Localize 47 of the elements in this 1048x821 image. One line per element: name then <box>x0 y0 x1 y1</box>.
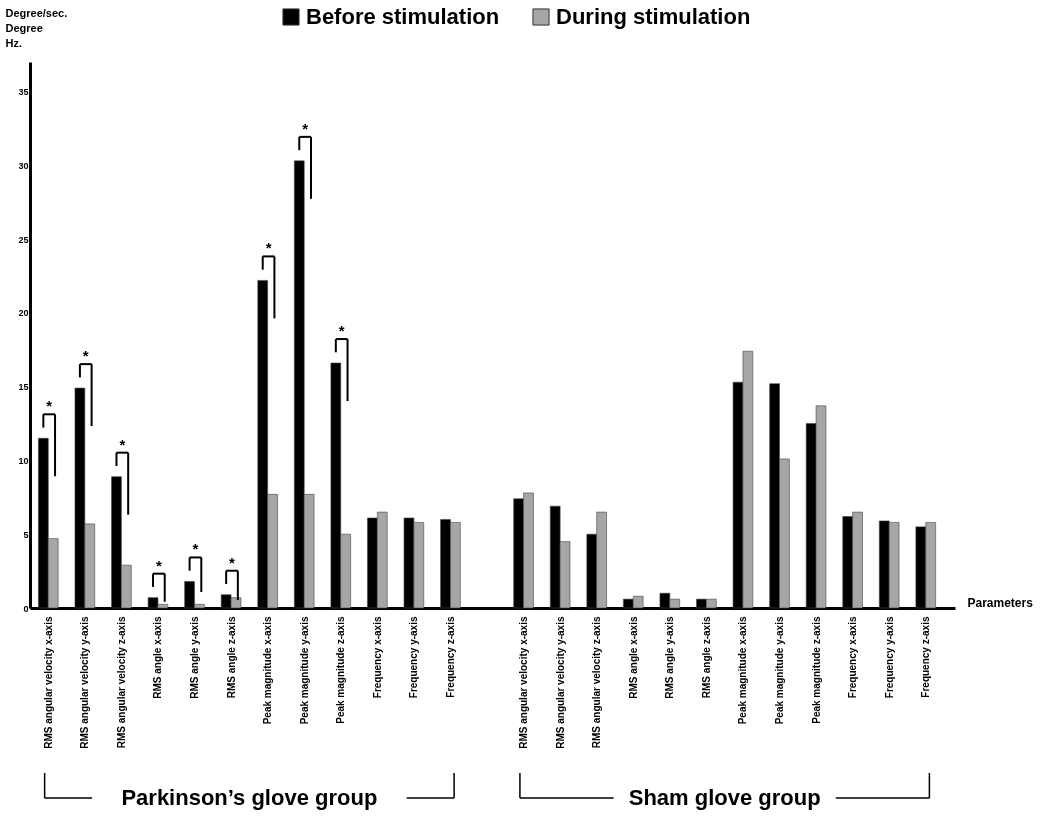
x-tick-label: Frequency y-axis <box>883 616 895 699</box>
x-tick-label: RMS angle y-axis <box>664 616 676 699</box>
legend-label: Before stimulation <box>306 4 500 29</box>
annotation: * <box>119 435 126 453</box>
x-tick-label: Frequency x-axis <box>371 616 383 699</box>
y-tick-label: 0 <box>23 603 29 614</box>
x-tick-label: RMS angular velocity y-axis <box>554 616 566 749</box>
annotation: * <box>155 556 162 574</box>
y-tick-label: 20 <box>18 308 29 319</box>
x-tick-label: RMS angle x-axis <box>152 616 164 699</box>
y-tick-label: 5 <box>23 529 29 540</box>
y-tick-label: 35 <box>18 87 29 98</box>
x-tick-label: Peak magnitude x-axis <box>737 616 749 725</box>
annotation: * <box>82 347 89 365</box>
x-tick-label: Frequency x-axis <box>847 616 859 699</box>
annotation: * <box>229 553 236 571</box>
legend-label: During stimulation <box>556 4 751 29</box>
annotation: * <box>265 239 272 257</box>
x-tick-label: Peak magnitude z-axis <box>335 616 347 724</box>
x-tick-label: Frequency y-axis <box>408 616 420 699</box>
x-tick-label: Peak magnitude z-axis <box>810 616 822 724</box>
y-tick-label: 15 <box>18 382 29 393</box>
x-tick-label: Peak magnitude y-axis <box>774 616 786 725</box>
annotation: * <box>338 322 345 340</box>
x-tick-label: RMS angle y-axis <box>189 616 201 699</box>
annotation: * <box>46 397 53 415</box>
x-tick-label: RMS angular velocity z-axis <box>115 616 127 749</box>
annotation: * <box>302 119 309 137</box>
x-tick-label: Peak magnitude y-axis <box>298 616 310 725</box>
y-tick-label: 30 <box>18 160 29 171</box>
text: Sham glove group <box>628 785 821 810</box>
x-tick-label: RMS angular velocity y-axis <box>79 616 91 749</box>
x-tick-label: RMS angle z-axis <box>225 616 237 699</box>
annotation: * <box>192 540 199 558</box>
x-tick-label: Frequency z-axis <box>920 616 932 698</box>
x-tick-label: Frequency z-axis <box>444 616 456 698</box>
x-tick-label: RMS angular velocity x-axis <box>518 616 530 749</box>
text: Parkinson’s glove group <box>121 785 378 810</box>
y-axis-title: Degree/sec. Degree Hz. <box>5 6 68 49</box>
x-tick-label: RMS angle z-axis <box>700 616 712 699</box>
x-tick-label: RMS angle x-axis <box>627 616 639 699</box>
y-tick-label: 10 <box>18 455 29 466</box>
x-axis-title: Parameters <box>967 595 1034 610</box>
x-tick-label: RMS angular velocity z-axis <box>591 616 603 749</box>
y-tick-label: 25 <box>18 234 29 245</box>
x-tick-label: Peak magnitude x-axis <box>262 616 274 725</box>
x-tick-label: RMS angular velocity x-axis <box>42 616 54 749</box>
